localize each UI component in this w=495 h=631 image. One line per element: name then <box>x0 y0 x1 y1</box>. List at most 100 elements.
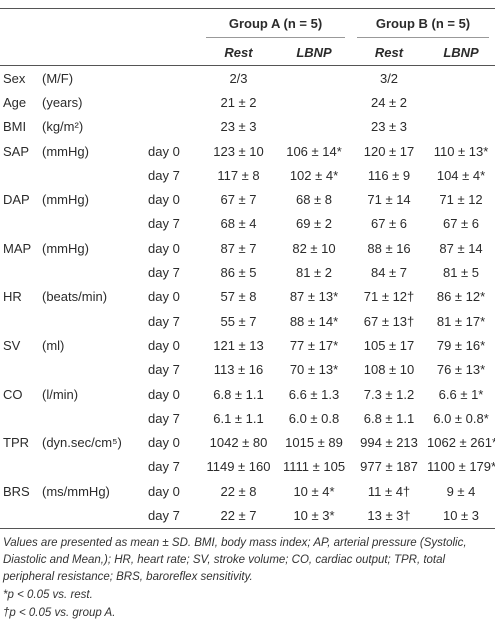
value-cell: 81 ± 2 <box>295 265 333 281</box>
row-unit: (ml) <box>42 337 65 353</box>
row-label: MAP <box>3 240 32 256</box>
row-unit: (mmHg) <box>42 192 89 208</box>
table-row: day 7 86 ± 5 81 ± 2 84 ± 7 81 ± 5 <box>0 260 495 284</box>
subheader: Rest <box>200 39 277 66</box>
value-cell: 105 ± 17 <box>363 337 415 353</box>
group-label: Group B (n = 5) <box>357 10 490 38</box>
row-day: day 0 <box>148 483 180 499</box>
table-row: TPR (dyn.sec/cm⁵) day 0 1042 ± 80 1015 ± 89 9… <box>0 430 495 454</box>
page: {"table": { "groups": ["Group A (n = 5)"… <box>0 8 495 631</box>
value-cell: 6.6 ± 1* <box>438 386 484 402</box>
value-cell: 22 ± 8 <box>220 483 257 499</box>
footnote: *p < 0.05 vs. rest. <box>3 588 93 601</box>
value-cell: 88 ± 16 <box>367 240 411 256</box>
value-cell: 70 ± 13* <box>289 362 339 378</box>
value-cell: 113 ± 16 <box>213 362 264 378</box>
value-cell: 71 ± 12 <box>439 192 483 208</box>
table-row: BMI (kg/m²) 23 ± 3 23 ± 3 <box>0 115 495 139</box>
value-cell: 3/2 <box>379 70 399 86</box>
row-label: Age <box>3 94 27 110</box>
value-cell: 22 ± 7 <box>200 503 277 529</box>
row-label: Sex <box>3 70 26 86</box>
row-unit: (M/F) <box>42 70 74 86</box>
table-row: DAP (mmHg) day 0 67 ± 7 68 ± 8 71 ± 14 71 ± 12 <box>0 187 495 211</box>
value-cell: 10 ± 4* <box>293 483 335 499</box>
value-cell: 977 ± 187 <box>360 459 418 475</box>
row-unit: (mmHg) <box>42 240 89 256</box>
value-cell: 24 ± 2 <box>370 94 408 110</box>
row-unit <box>42 212 148 236</box>
row-day: day 7 <box>148 167 180 183</box>
row-label: BMI <box>3 119 27 135</box>
value-cell: 116 ± 9 <box>367 167 411 183</box>
value-cell: 6.8 ± 1.1 <box>363 410 415 426</box>
row-label: TPR <box>3 435 29 451</box>
value-cell: 7.3 ± 1.2 <box>363 386 415 402</box>
value-cell: 120 ± 17 <box>363 143 415 159</box>
value-cell <box>277 115 351 139</box>
value-cell: 68 ± 4 <box>220 216 257 232</box>
row-day: day 0 <box>148 143 180 159</box>
value-cell: 86 ± 12* <box>436 289 486 305</box>
value-cell: 11 ± 4† <box>367 483 411 499</box>
value-cell: 994 ± 213 <box>360 435 418 451</box>
row-day: day 7 <box>148 362 180 378</box>
value-cell <box>427 90 495 114</box>
corner <box>0 8 200 39</box>
row-unit <box>42 406 148 430</box>
table-row: day 7 55 ± 7 88 ± 14* 67 ± 13† 81 ± 17* <box>0 309 495 333</box>
row-label: SAP <box>3 143 30 159</box>
row-day <box>148 115 200 139</box>
value-cell: 67 ± 6 <box>442 216 480 232</box>
value-cell: 6.1 ± 1.1 <box>213 410 264 426</box>
row-unit <box>42 503 148 529</box>
table-row: MAP (mmHg) day 0 87 ± 7 82 ± 10 88 ± 16 87 ± 1… <box>0 236 495 260</box>
row-label: HR <box>3 289 22 305</box>
row-day: day 0 <box>148 289 180 305</box>
value-cell <box>277 66 351 91</box>
value-cell: 87 ± 7 <box>220 240 257 256</box>
value-cell: 67 ± 13† <box>363 313 415 329</box>
value-cell <box>427 66 495 91</box>
table-row: SV (ml) day 0 121 ± 13 77 ± 17* 105 ± 17 79 ± … <box>0 333 495 357</box>
table-row: Sex (M/F) 2/3 3/2 <box>0 66 495 91</box>
group-label: Group A (n = 5) <box>206 10 346 38</box>
value-cell: 121 ± 13 <box>213 337 264 353</box>
group-header: Group B (n = 5) <box>351 8 495 39</box>
table-row: Age (years) 21 ± 2 24 ± 2 <box>0 90 495 114</box>
value-cell: 6.0 ± 0.8 <box>288 410 340 426</box>
row-label: CO <box>3 386 23 402</box>
value-cell: 88 ± 14* <box>289 313 339 329</box>
row-unit <box>42 309 148 333</box>
row-label <box>0 309 42 333</box>
value-cell: 1015 ± 89 <box>285 435 343 451</box>
row-label <box>0 260 42 284</box>
value-cell: 6.6 ± 1.3 <box>288 386 340 402</box>
value-cell: 102 ± 4* <box>289 167 339 183</box>
row-label <box>0 503 42 529</box>
row-day: day 7 <box>148 503 200 529</box>
row-unit: (beats/min) <box>42 289 108 305</box>
row-unit <box>42 163 148 187</box>
value-cell: 104 ± 4* <box>436 167 486 183</box>
table-row: day 7 6.1 ± 1.1 6.0 ± 0.8 6.8 ± 1.1 6.0 ± 0.… <box>0 406 495 430</box>
row-unit <box>42 358 148 382</box>
subheader: LBNP <box>427 39 495 66</box>
row-day: day 7 <box>148 410 180 426</box>
footnote: †p < 0.05 vs. group A. <box>3 606 116 619</box>
value-cell: 1042 ± 80 <box>209 435 268 451</box>
group-header: Group A (n = 5) <box>200 8 352 39</box>
table-row: CO (l/min) day 0 6.8 ± 1.1 6.6 ± 1.3 7.3 ± 1.… <box>0 382 495 406</box>
value-cell: 81 ± 17* <box>436 313 486 329</box>
row-day: day 0 <box>148 240 180 256</box>
row-unit: (ms/mmHg) <box>42 483 110 499</box>
subheader: Rest <box>351 39 428 66</box>
table-row: day 7 113 ± 16 70 ± 13* 108 ± 10 76 ± 13* <box>0 358 495 382</box>
value-cell: 82 ± 10 <box>292 240 336 256</box>
row-unit: (l/min) <box>42 386 79 402</box>
value-cell: 87 ± 14 <box>439 240 483 256</box>
row-day: day 7 <box>148 313 180 329</box>
value-cell: 1100 ± 179* <box>427 459 495 475</box>
row-day <box>148 66 200 91</box>
row-unit: (mmHg) <box>42 143 89 159</box>
